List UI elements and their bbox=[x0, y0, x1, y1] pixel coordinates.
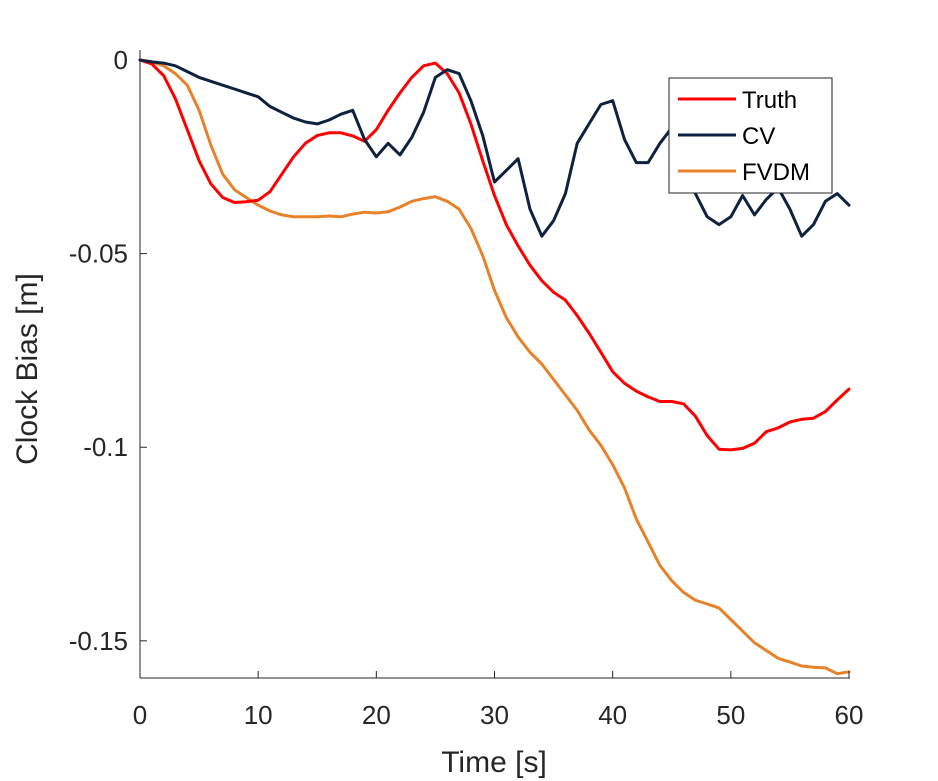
series-line-cv bbox=[138, 58, 851, 238]
ticks-layer: 0 10 20 30 40 50 60 0 -0.05 -0.1 -0.15 bbox=[69, 45, 864, 730]
x-tick-label: 30 bbox=[480, 700, 509, 730]
y-axis-label: Clock Bias [m] bbox=[11, 273, 44, 465]
legend-label-cv: CV bbox=[742, 123, 775, 150]
y-tick-label: -0.1 bbox=[83, 432, 128, 462]
x-tick-label: 60 bbox=[835, 700, 864, 730]
series-line-truth bbox=[138, 58, 851, 452]
y-tick-label: -0.05 bbox=[69, 239, 128, 269]
y-tick-label: 0 bbox=[114, 45, 128, 75]
legend-label-fvdm: FVDM bbox=[742, 159, 810, 186]
x-axis-label: Time [s] bbox=[441, 746, 547, 779]
series-layer bbox=[138, 58, 851, 676]
x-tick-label: 40 bbox=[598, 700, 627, 730]
x-tick-label: 10 bbox=[244, 700, 273, 730]
x-tick-label: 50 bbox=[716, 700, 745, 730]
x-tick-label: 0 bbox=[133, 700, 147, 730]
series-line-fvdm bbox=[138, 58, 851, 676]
legend: Truth CV FVDM bbox=[668, 77, 833, 194]
legend-label-truth: Truth bbox=[742, 87, 797, 114]
y-tick-label: -0.15 bbox=[69, 626, 128, 656]
x-tick-label: 20 bbox=[362, 700, 391, 730]
